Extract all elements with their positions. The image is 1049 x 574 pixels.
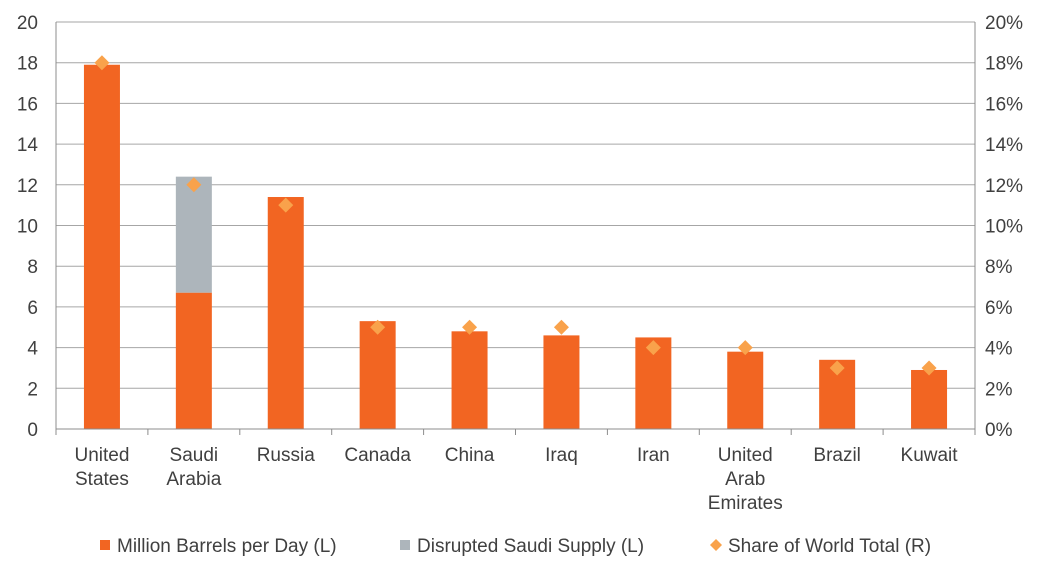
left-tick-label: 6: [27, 298, 38, 319]
right-axis: 0% 2% 4% 6% 8% 10% 12% 14% 16% 18% 20%: [974, 13, 1023, 441]
bar-million-barrels: [359, 321, 396, 429]
share-marker: [462, 319, 478, 335]
bar-million-barrels: [727, 351, 764, 429]
right-tick-label: 12%: [985, 176, 1023, 197]
legend-label: Million Barrels per Day (L): [117, 536, 337, 557]
left-tick-label: 10: [17, 217, 38, 238]
category-label: China: [445, 445, 495, 466]
share-marker: [370, 319, 386, 335]
category-label: Brazil: [813, 445, 861, 466]
category-label: United: [718, 445, 773, 466]
legend-diamond-icon: [710, 539, 722, 551]
left-tick-label: 16: [17, 94, 38, 115]
share-marker: [186, 177, 202, 193]
category-label: Russia: [257, 445, 316, 466]
category-label: Arab: [725, 469, 765, 490]
bar-disrupted-supply: [175, 176, 212, 293]
right-tick-label: 16%: [985, 94, 1023, 115]
share-marker: [553, 319, 569, 335]
right-tick-label: 10%: [985, 217, 1023, 238]
category-label: States: [75, 469, 129, 490]
right-tick-label: 0%: [985, 420, 1013, 441]
share-marker: [921, 360, 937, 376]
share-markers: [94, 55, 937, 376]
left-tick-label: 4: [27, 339, 38, 360]
category-label: Arabia: [166, 469, 221, 490]
legend-label: Share of World Total (R): [728, 536, 931, 557]
category-label: Iran: [637, 445, 670, 466]
right-tick-label: 8%: [985, 257, 1013, 278]
right-tick-label: 6%: [985, 298, 1013, 319]
legend-label: Disrupted Saudi Supply (L): [417, 536, 644, 557]
share-marker: [737, 340, 753, 356]
legend-swatch: [400, 540, 410, 550]
legend: Million Barrels per Day (L) Disrupted Sau…: [100, 536, 931, 557]
left-tick-label: 14: [17, 135, 39, 156]
bar-million-barrels: [175, 292, 212, 429]
left-tick-label: 8: [27, 257, 38, 278]
right-tick-label: 18%: [985, 54, 1023, 75]
category-label: Iraq: [545, 445, 578, 466]
right-tick-label: 2%: [985, 379, 1013, 400]
legend-item-million-barrels: Million Barrels per Day (L): [100, 536, 337, 557]
left-axis: 0 2 4 6 8 10 12 14 16 18 20: [17, 13, 57, 441]
share-marker: [829, 360, 845, 376]
share-marker: [645, 340, 661, 356]
category-label: Kuwait: [901, 445, 959, 466]
left-tick-label: 0: [27, 420, 38, 441]
bar-million-barrels: [543, 335, 580, 429]
legend-swatch: [100, 540, 110, 550]
share-marker: [94, 55, 110, 71]
right-tick-label: 20%: [985, 13, 1023, 34]
right-tick-label: 14%: [985, 135, 1023, 156]
left-tick-label: 2: [27, 379, 38, 400]
bar-million-barrels: [451, 331, 488, 429]
category-label: Saudi: [170, 445, 219, 466]
left-tick-label: 12: [17, 176, 38, 197]
category-label: United: [74, 445, 129, 466]
left-tick-label: 18: [17, 54, 38, 75]
bar-million-barrels: [83, 64, 120, 430]
left-tick-label: 20: [17, 13, 38, 34]
bar-million-barrels: [911, 369, 948, 429]
legend-item-disrupted-supply: Disrupted Saudi Supply (L): [400, 536, 644, 557]
bars: [83, 64, 948, 430]
share-marker: [278, 197, 294, 213]
category-axis: United States Saudi Arabia Russia Canada China…: [55, 428, 976, 514]
category-label: Emirates: [708, 493, 783, 514]
right-tick-label: 4%: [985, 339, 1013, 360]
bar-million-barrels: [267, 197, 304, 429]
category-label: Canada: [344, 445, 411, 466]
legend-item-share: Share of World Total (R): [710, 536, 931, 557]
